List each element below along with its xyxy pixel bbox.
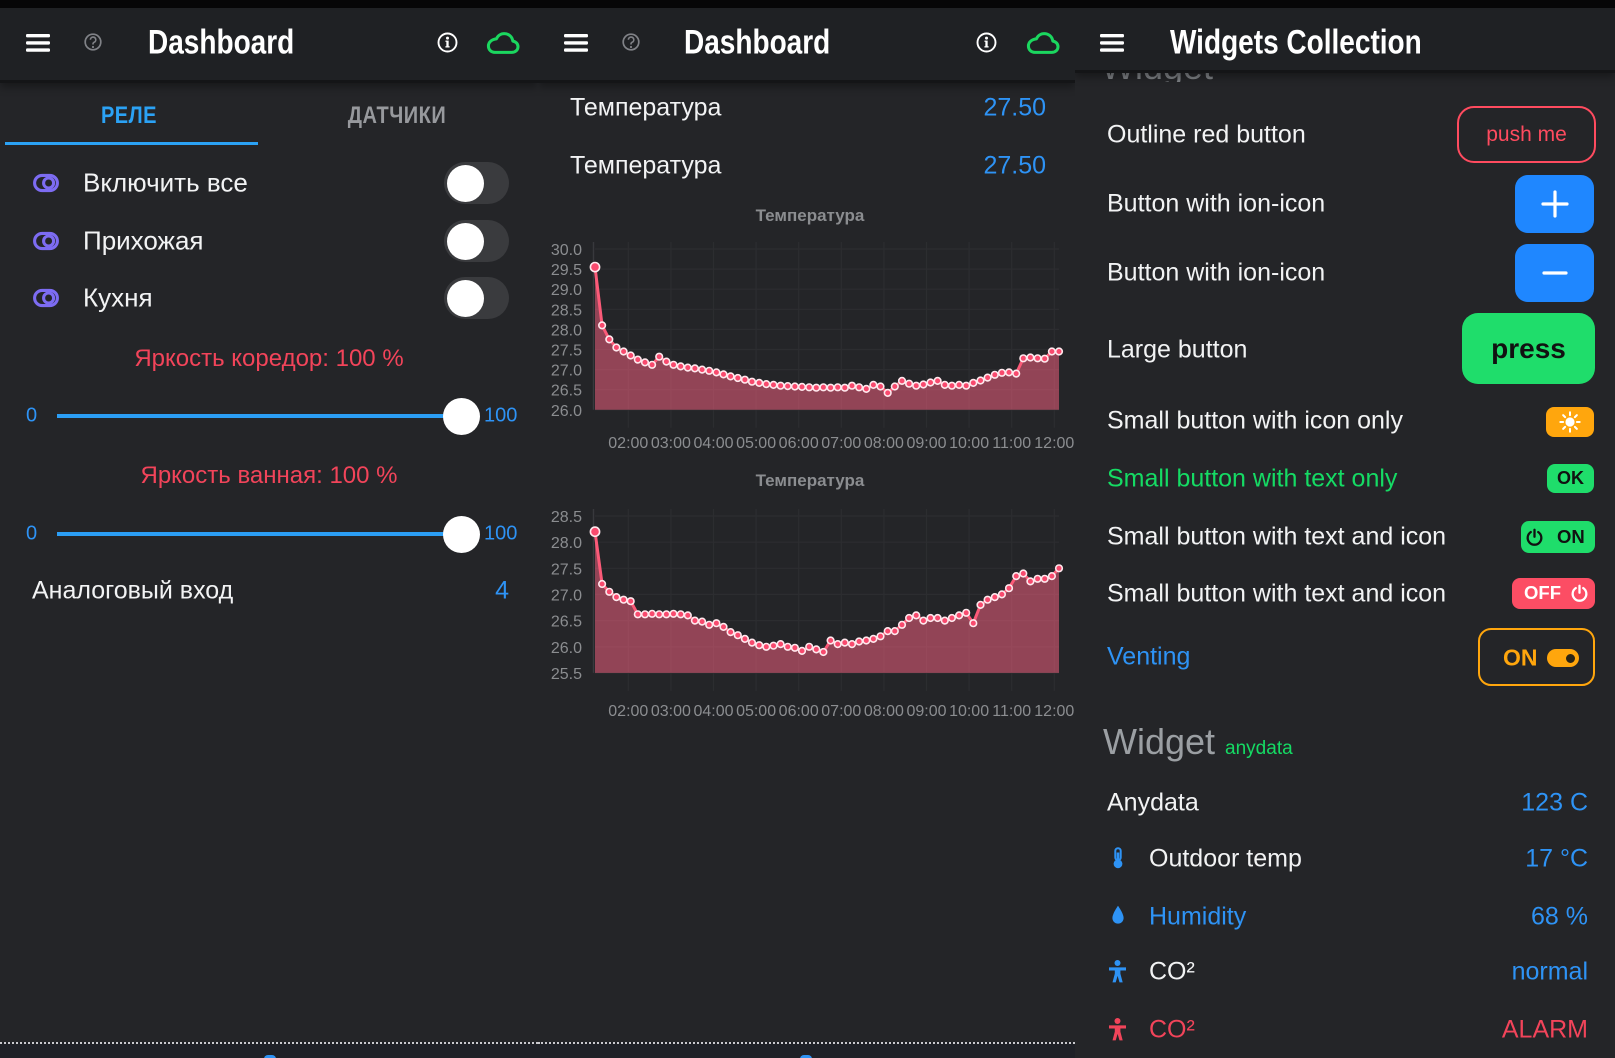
svg-text:11:00: 11:00 bbox=[992, 435, 1031, 452]
svg-text:04:00: 04:00 bbox=[693, 703, 733, 720]
svg-text:28.0: 28.0 bbox=[551, 535, 582, 552]
svg-text:27.5: 27.5 bbox=[551, 561, 582, 578]
svg-text:Температура: Температура bbox=[756, 206, 865, 225]
svg-text:02:00: 02:00 bbox=[608, 703, 648, 720]
svg-text:28.5: 28.5 bbox=[551, 509, 582, 526]
svg-text:10:00: 10:00 bbox=[949, 703, 989, 720]
svg-text:12:00: 12:00 bbox=[1034, 703, 1074, 720]
svg-text:05:00: 05:00 bbox=[736, 435, 776, 452]
svg-text:25.5: 25.5 bbox=[551, 666, 582, 683]
svg-text:09:00: 09:00 bbox=[906, 435, 946, 452]
svg-text:29.0: 29.0 bbox=[551, 282, 582, 299]
svg-text:03:00: 03:00 bbox=[651, 703, 691, 720]
svg-text:08:00: 08:00 bbox=[864, 703, 904, 720]
svg-text:11:00: 11:00 bbox=[992, 703, 1031, 720]
svg-text:07:00: 07:00 bbox=[821, 435, 861, 452]
svg-text:26.0: 26.0 bbox=[551, 640, 582, 657]
svg-text:12:00: 12:00 bbox=[1034, 435, 1074, 452]
svg-text:07:00: 07:00 bbox=[821, 703, 861, 720]
svg-text:28.0: 28.0 bbox=[551, 322, 582, 339]
svg-text:28.5: 28.5 bbox=[551, 302, 582, 319]
svg-text:27.0: 27.0 bbox=[551, 363, 582, 380]
svg-text:27.0: 27.0 bbox=[551, 587, 582, 604]
svg-text:02:00: 02:00 bbox=[608, 435, 648, 452]
svg-text:29.5: 29.5 bbox=[551, 262, 582, 279]
svg-text:10:00: 10:00 bbox=[949, 435, 989, 452]
svg-text:06:00: 06:00 bbox=[779, 703, 819, 720]
svg-text:04:00: 04:00 bbox=[693, 435, 733, 452]
svg-text:03:00: 03:00 bbox=[651, 435, 691, 452]
svg-text:27.5: 27.5 bbox=[551, 343, 582, 360]
svg-text:08:00: 08:00 bbox=[864, 435, 904, 452]
svg-text:09:00: 09:00 bbox=[906, 703, 946, 720]
svg-text:26.0: 26.0 bbox=[551, 403, 582, 420]
svg-text:06:00: 06:00 bbox=[779, 435, 819, 452]
svg-text:Температура: Температура bbox=[756, 471, 865, 490]
svg-text:30.0: 30.0 bbox=[551, 242, 582, 259]
svg-text:26.5: 26.5 bbox=[551, 614, 582, 631]
svg-text:05:00: 05:00 bbox=[736, 703, 776, 720]
svg-text:26.5: 26.5 bbox=[551, 383, 582, 400]
